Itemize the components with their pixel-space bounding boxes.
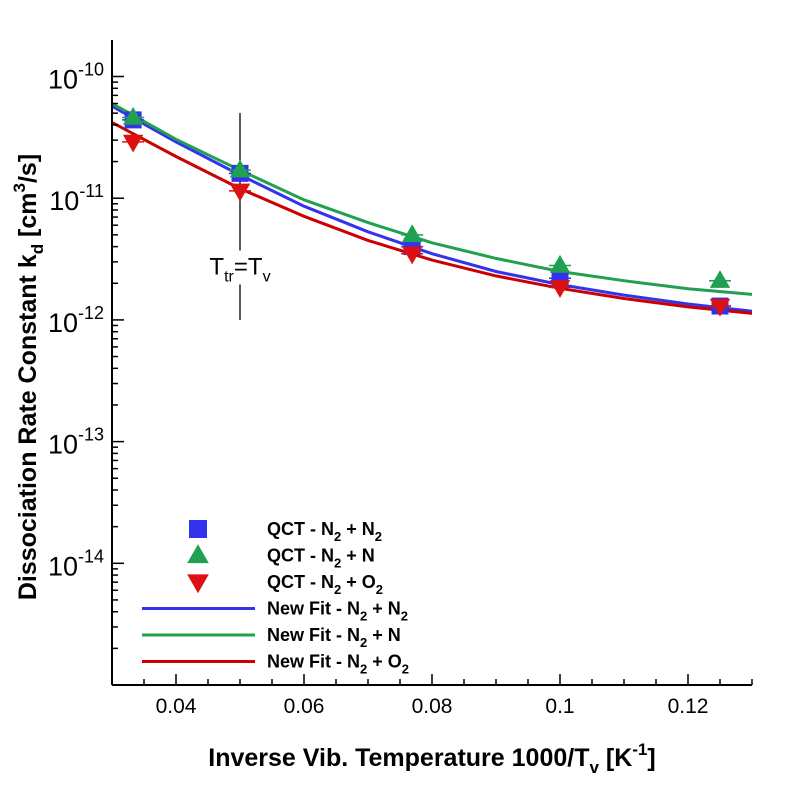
y-tick-label: 10-12 [48, 303, 104, 338]
legend-label: New Fit - N2 + N [267, 625, 401, 650]
y-tick-label: 10-11 [49, 181, 104, 216]
y-tick-label: 10-13 [48, 425, 104, 460]
fit-line [111, 121, 753, 315]
legend-symbol [187, 574, 209, 594]
data-point [229, 159, 251, 178]
data-point [401, 246, 423, 265]
legend-symbol [189, 520, 207, 538]
x-tick-label: 0.1 [545, 695, 574, 718]
qct-markers [122, 106, 731, 317]
axes [111, 40, 752, 686]
data-point [549, 254, 571, 273]
annotation-group: Ttr=Tv [196, 113, 284, 320]
fit-lines [111, 102, 753, 315]
annotation-label-background [196, 250, 284, 285]
data-point [549, 280, 571, 299]
legend-label: QCT - N2 + O2 [267, 572, 383, 597]
annotation-label: Ttr=Tv [209, 253, 270, 285]
y-axis-title: Dissociation Rate Constant kd [cm3/s] [10, 154, 47, 600]
y-tick-label: 10-14 [48, 546, 104, 581]
data-point [122, 106, 144, 125]
x-tick-label: 0.04 [156, 695, 197, 718]
fit-line [111, 102, 753, 296]
data-point [401, 224, 423, 243]
x-tick-label: 0.12 [668, 695, 709, 718]
fit-line [111, 104, 753, 313]
legend-label: QCT - N2 + N [267, 546, 375, 571]
data-point [229, 183, 251, 202]
legend-label: New Fit - N2 + O2 [267, 652, 409, 677]
legend-label: QCT - N2 + N2 [267, 519, 382, 544]
legend-symbol [187, 544, 209, 564]
x-axis-title: Inverse Vib. Temperature 1000/Tv [K-1] [208, 740, 655, 777]
data-point [709, 270, 731, 288]
x-tick-label: 0.08 [412, 695, 453, 718]
legend-label: New Fit - N2 + N2 [267, 599, 408, 624]
data-point [122, 134, 144, 153]
x-tick-label: 0.06 [284, 695, 325, 718]
x-ticks: 0.04 0.06 0.08 0.1 0.12 [143, 674, 753, 718]
y-ticks: 10-10 10-11 10-12 10-13 10-14 [48, 60, 124, 686]
y-tick-label: 10-10 [48, 60, 104, 95]
data-point [709, 298, 731, 317]
